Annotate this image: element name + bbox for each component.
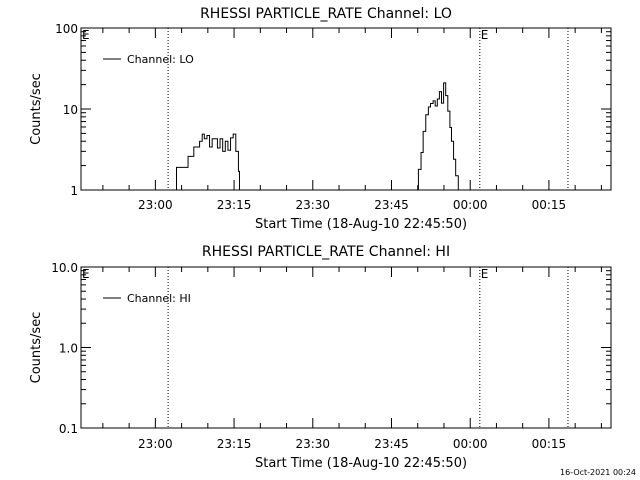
y-tick-label: 1.0 [59,342,78,356]
edge-marker-label: E [82,28,90,42]
y-tick-label: 0.1 [59,422,78,436]
x-axis-label: Start Time (18-Aug-10 22:45:50) [255,456,467,471]
x-tick-label: 23:30 [295,198,330,212]
edge-marker-label: E [82,267,90,281]
x-tick-label: 00:15 [532,437,567,451]
x-tick-label: 23:15 [217,198,252,212]
series-line-1 [416,82,459,191]
x-tick-label: 00:15 [532,198,567,212]
legend-label: Channel: HI [127,292,191,305]
series-line-0 [174,133,240,191]
x-tick-label: 23:45 [374,198,409,212]
footer-timestamp: 16-Oct-2021 00:24 [560,468,636,477]
chart-title: RHESSI PARTICLE_RATE Channel: LO [200,6,452,22]
x-axis-label: Start Time (18-Aug-10 22:45:50) [255,217,467,232]
x-tick-label: 23:15 [217,437,252,451]
x-tick-label: 23:00 [138,198,173,212]
y-tick-label: 10 [63,103,78,117]
x-tick-label: 23:45 [374,437,409,451]
legend-label: Channel: LO [127,53,194,66]
x-tick-label: 00:00 [453,198,488,212]
event-marker-label: E [481,28,489,42]
event-marker-label: E [481,267,489,281]
x-tick-label: 23:30 [295,437,330,451]
chart-title: RHESSI PARTICLE_RATE Channel: HI [202,244,450,260]
y-axis-label: Counts/sec [29,312,44,384]
x-tick-label: 23:00 [138,437,173,451]
y-tick-label: 10.0 [51,261,78,275]
x-tick-label: 00:00 [453,437,488,451]
y-tick-label: 100 [55,22,78,36]
y-tick-label: 1 [70,184,78,198]
y-axis-label: Counts/sec [29,73,44,145]
